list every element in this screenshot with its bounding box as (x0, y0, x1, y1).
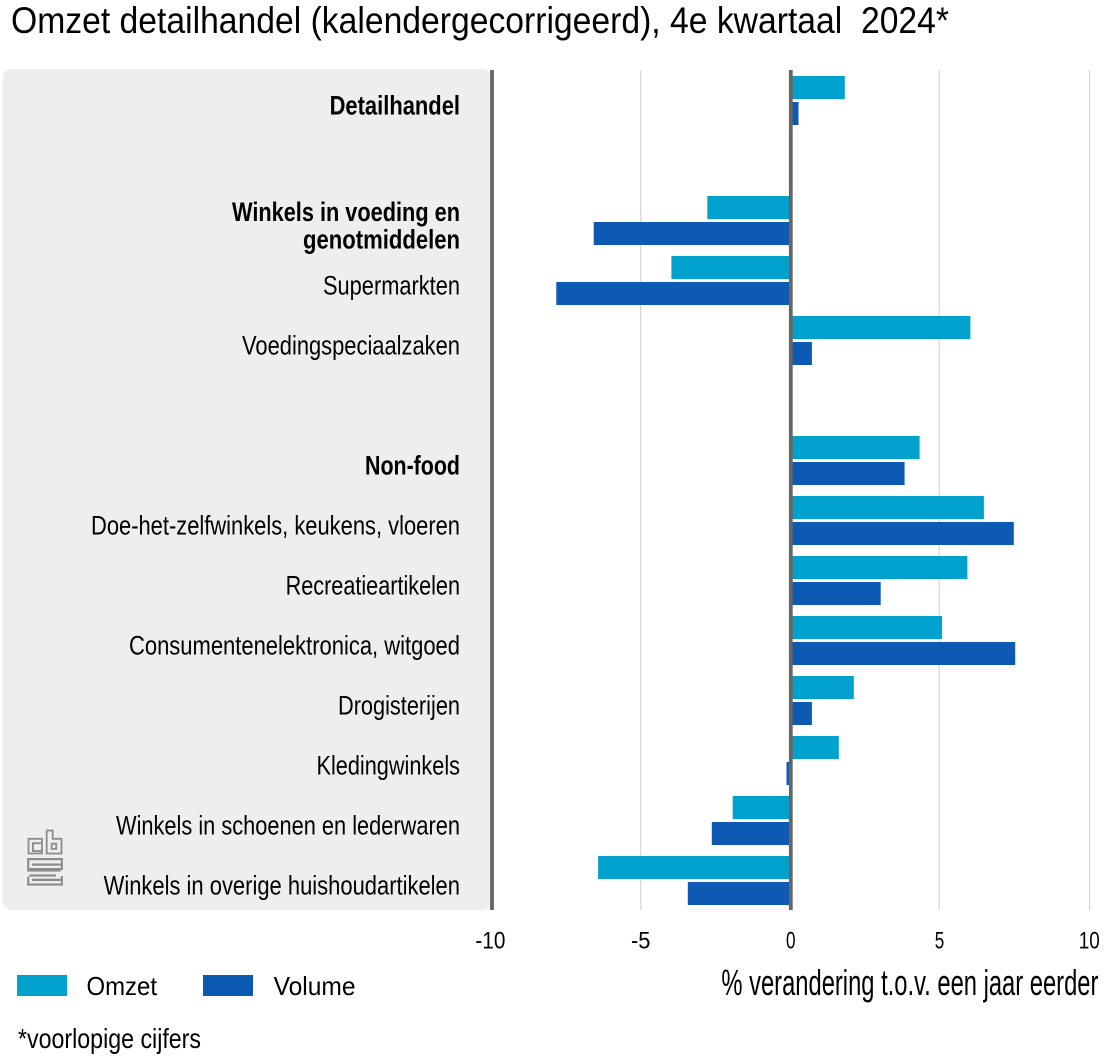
svg-text:genotmiddelen: genotmiddelen (303, 225, 460, 255)
svg-text:Omzet detailhandel (kalenderge: Omzet detailhandel (kalendergecorrigeerd… (11, 0, 949, 41)
svg-text:Winkels in overige huishoudart: Winkels in overige huishoudartikelen (104, 871, 460, 901)
svg-text:Doe-het-zelfwinkels, keukens,: Doe-het-zelfwinkels, keukens, vloeren (91, 511, 460, 541)
svg-text:Volume: Volume (274, 971, 356, 1001)
svg-text:Recreatieartikelen: Recreatieartikelen (286, 571, 460, 601)
svg-text:0: 0 (786, 928, 796, 955)
svg-text:Non-food: Non-food (365, 451, 460, 481)
svg-text:10: 10 (1079, 928, 1100, 955)
svg-text:Omzet: Omzet (87, 971, 158, 1001)
svg-text:Winkels in schoenen en lederwa: Winkels in schoenen en lederwaren (116, 811, 460, 841)
svg-text:Kledingwinkels: Kledingwinkels (317, 751, 461, 781)
svg-text:Drogisterijen: Drogisterijen (338, 691, 460, 721)
svg-text:Winkels in voeding en: Winkels in voeding en (232, 197, 460, 227)
svg-text:Voedingspeciaalzaken: Voedingspeciaalzaken (242, 331, 460, 361)
svg-text:Consumentenelektronica, witgoe: Consumentenelektronica, witgoed (129, 631, 460, 661)
svg-text:-5: -5 (631, 928, 651, 955)
svg-text:Supermarkten: Supermarkten (323, 271, 460, 301)
svg-text:5: 5 (935, 928, 945, 955)
svg-text:Detailhandel: Detailhandel (330, 91, 460, 121)
svg-text:% verandering t.o.v. een jaar: % verandering t.o.v. een jaar eerder (721, 962, 1098, 1003)
svg-text:*voorlopige cijfers: *voorlopige cijfers (18, 1023, 201, 1054)
svg-text:-10: -10 (475, 928, 505, 955)
